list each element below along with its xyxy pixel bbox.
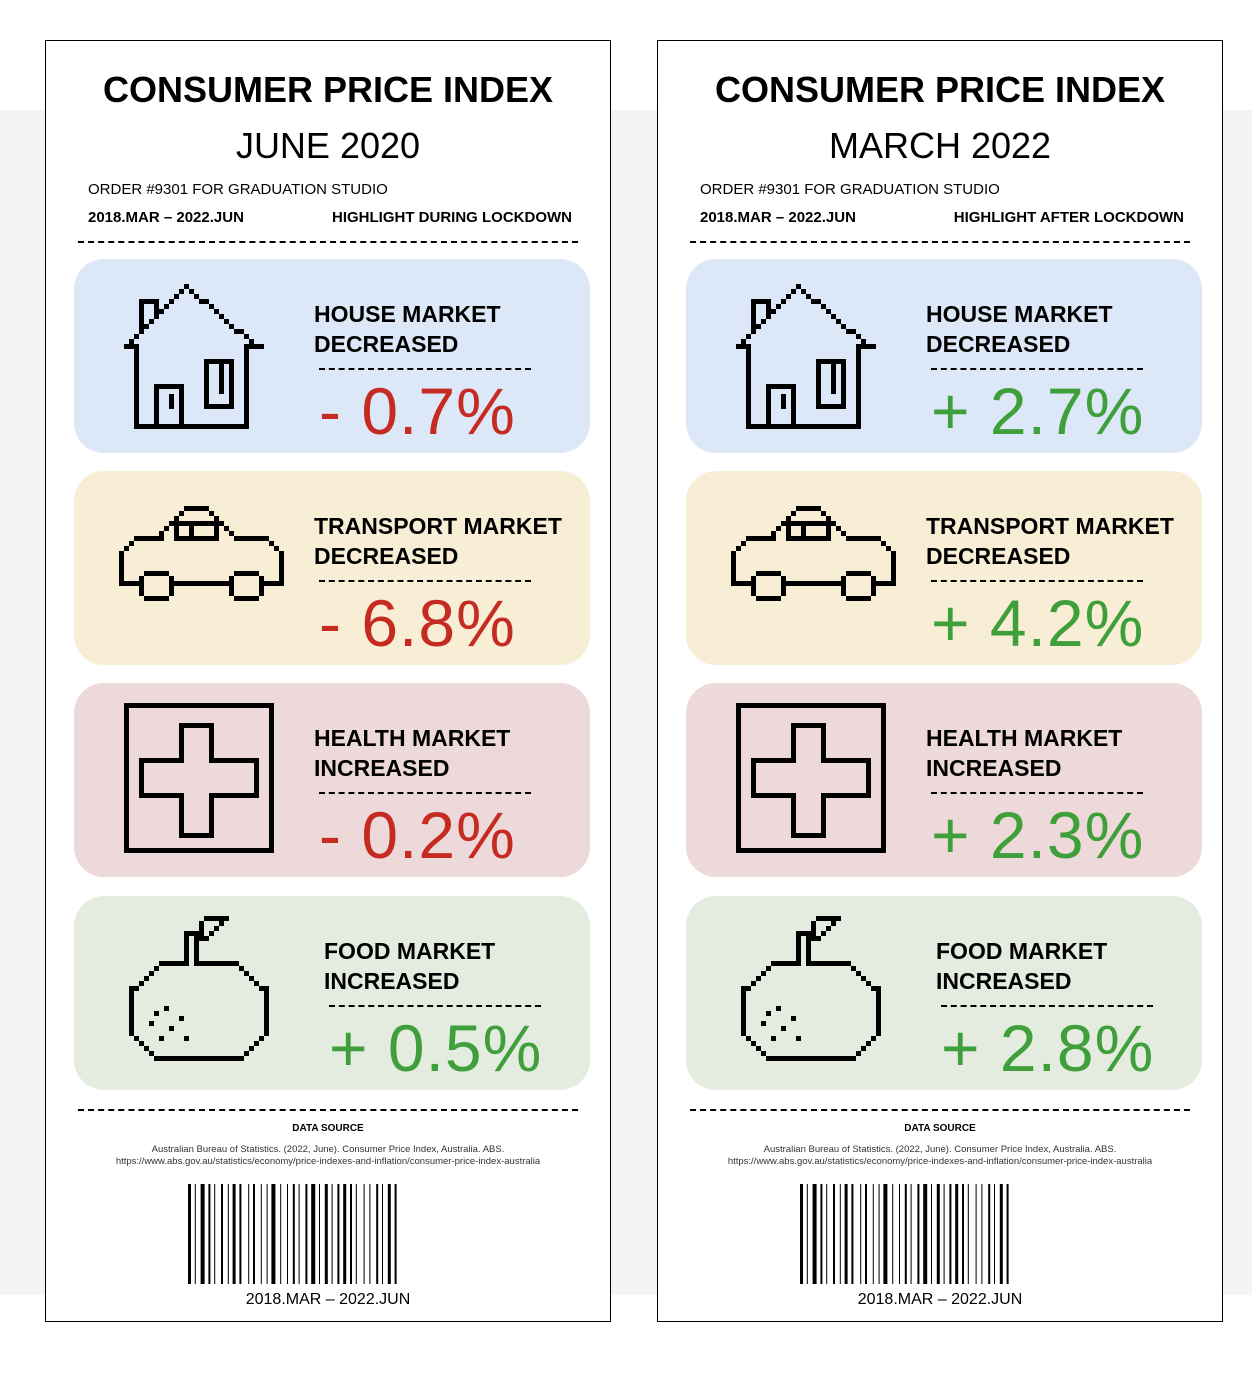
card-label-line1: FOOD MARKET bbox=[936, 938, 1108, 964]
card-divider bbox=[319, 368, 531, 370]
card-label: HEALTH MARKET INCREASED bbox=[926, 723, 1122, 783]
car-icon bbox=[119, 506, 284, 601]
card-label-line2: INCREASED bbox=[926, 755, 1062, 781]
receipt-subtitle: MARCH 2022 bbox=[828, 125, 1052, 166]
card-value: + 2.8% bbox=[941, 1011, 1155, 1085]
data-source-url: https://www.abs.gov.au/statistics/econom… bbox=[115, 1156, 541, 1167]
data-source-title: DATA SOURCE bbox=[904, 1123, 976, 1134]
card-label-line1: HEALTH MARKET bbox=[314, 725, 511, 751]
card-label: FOOD MARKET INCREASED bbox=[936, 936, 1107, 996]
house-icon bbox=[736, 284, 876, 429]
medical-cross-icon bbox=[124, 703, 274, 853]
barcode bbox=[188, 1184, 397, 1284]
order-line: ORDER #9301 FOR GRADUATION STUDIO bbox=[88, 181, 388, 198]
card-value: - 0.7% bbox=[319, 374, 516, 448]
card-divider bbox=[931, 580, 1143, 582]
data-source-citation: Australian Bureau of Statistics. (2022, … bbox=[151, 1144, 505, 1155]
card-divider bbox=[319, 580, 531, 582]
card-label-line2: INCREASED bbox=[936, 968, 1072, 994]
orange-fruit-icon bbox=[129, 916, 269, 1061]
dashed-divider bbox=[690, 241, 1190, 243]
card-label-line2: INCREASED bbox=[314, 755, 450, 781]
card-house-market: HOUSE MARKET DECREASED + 2.7% bbox=[686, 259, 1202, 453]
card-value: - 0.2% bbox=[319, 798, 516, 872]
medical-cross-icon bbox=[736, 703, 886, 853]
card-transport-market: TRANSPORT MARKET DECREASED - 6.8% bbox=[74, 471, 590, 665]
card-label-line2: DECREASED bbox=[314, 331, 459, 357]
card-divider bbox=[329, 1005, 541, 1007]
data-source-text: Australian Bureau of Statistics. (2022, … bbox=[46, 1144, 610, 1168]
card-label-line1: HOUSE MARKET bbox=[926, 301, 1113, 327]
card-label-line1: TRANSPORT MARKET bbox=[926, 513, 1174, 539]
card-label-line2: DECREASED bbox=[926, 331, 1071, 357]
card-house-market: HOUSE MARKET DECREASED - 0.7% bbox=[74, 259, 590, 453]
dashed-divider bbox=[78, 241, 578, 243]
card-label: FOOD MARKET INCREASED bbox=[324, 936, 495, 996]
card-label: HOUSE MARKET DECREASED bbox=[926, 299, 1113, 359]
data-source-text: Australian Bureau of Statistics. (2022, … bbox=[658, 1144, 1222, 1168]
card-food-market: FOOD MARKET INCREASED + 2.8% bbox=[686, 896, 1202, 1090]
card-label-line2: DECREASED bbox=[314, 543, 459, 569]
card-food-market: FOOD MARKET INCREASED + 0.5% bbox=[74, 896, 590, 1090]
card-label: TRANSPORT MARKET DECREASED bbox=[314, 511, 562, 571]
highlight-label: HIGHLIGHT AFTER LOCKDOWN bbox=[953, 209, 1184, 226]
card-divider bbox=[941, 1005, 1153, 1007]
house-icon bbox=[124, 284, 264, 429]
receipt-subtitle: JUNE 2020 bbox=[235, 125, 421, 166]
card-label-line2: DECREASED bbox=[926, 543, 1071, 569]
dashed-divider bbox=[690, 1109, 1190, 1111]
card-label-line1: TRANSPORT MARKET bbox=[314, 513, 562, 539]
card-value: + 0.5% bbox=[329, 1011, 543, 1085]
highlight-label: HIGHLIGHT DURING LOCKDOWN bbox=[332, 209, 572, 226]
car-icon bbox=[731, 506, 896, 601]
card-label: TRANSPORT MARKET DECREASED bbox=[926, 511, 1174, 571]
card-divider bbox=[319, 792, 531, 794]
card-label: HOUSE MARKET DECREASED bbox=[314, 299, 501, 359]
card-health-market: HEALTH MARKET INCREASED - 0.2% bbox=[74, 683, 590, 877]
barcode-label: 2018.MAR – 2022.JUN bbox=[857, 1291, 1023, 1308]
data-source-title: DATA SOURCE bbox=[292, 1123, 364, 1134]
cpi-receipt-march-2022: CONSUMER PRICE INDEX MARCH 2022 ORDER #9… bbox=[657, 40, 1223, 1322]
card-divider bbox=[931, 792, 1143, 794]
period-label: 2018.MAR – 2022.JUN bbox=[88, 209, 244, 226]
card-label-line2: INCREASED bbox=[324, 968, 460, 994]
receipt-title: CONSUMER PRICE INDEX bbox=[714, 69, 1166, 110]
card-label-line1: HEALTH MARKET bbox=[926, 725, 1123, 751]
data-source-citation: Australian Bureau of Statistics. (2022, … bbox=[763, 1144, 1117, 1155]
order-line: ORDER #9301 FOR GRADUATION STUDIO bbox=[700, 181, 1000, 198]
card-label-line1: HOUSE MARKET bbox=[314, 301, 501, 327]
card-value: + 2.3% bbox=[931, 798, 1145, 872]
data-source-url: https://www.abs.gov.au/statistics/econom… bbox=[727, 1156, 1153, 1167]
receipt-title: CONSUMER PRICE INDEX bbox=[102, 69, 554, 110]
card-value: - 6.8% bbox=[319, 586, 516, 660]
barcode bbox=[800, 1184, 1009, 1284]
dashed-divider bbox=[78, 1109, 578, 1111]
card-value: + 4.2% bbox=[931, 586, 1145, 660]
barcode-label: 2018.MAR – 2022.JUN bbox=[245, 1291, 411, 1308]
card-transport-market: TRANSPORT MARKET DECREASED + 4.2% bbox=[686, 471, 1202, 665]
card-divider bbox=[931, 368, 1143, 370]
card-label-line1: FOOD MARKET bbox=[324, 938, 496, 964]
orange-fruit-icon bbox=[741, 916, 881, 1061]
card-label: HEALTH MARKET INCREASED bbox=[314, 723, 510, 783]
cpi-receipt-june-2020: CONSUMER PRICE INDEX JUNE 2020 ORDER #93… bbox=[45, 40, 611, 1322]
card-health-market: HEALTH MARKET INCREASED + 2.3% bbox=[686, 683, 1202, 877]
card-value: + 2.7% bbox=[931, 374, 1145, 448]
period-label: 2018.MAR – 2022.JUN bbox=[700, 209, 856, 226]
